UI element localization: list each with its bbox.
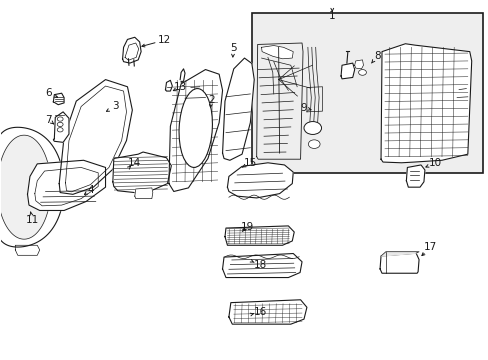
Polygon shape	[227, 163, 293, 198]
Polygon shape	[59, 80, 132, 194]
Text: 6: 6	[45, 88, 52, 98]
Text: 18: 18	[253, 260, 266, 270]
Polygon shape	[228, 300, 306, 324]
Polygon shape	[0, 127, 64, 247]
Polygon shape	[379, 253, 418, 273]
Text: 11: 11	[26, 215, 39, 225]
Circle shape	[57, 117, 63, 121]
Polygon shape	[222, 253, 302, 278]
Text: 10: 10	[428, 158, 441, 168]
Polygon shape	[222, 58, 254, 160]
Polygon shape	[135, 188, 153, 199]
Text: 17: 17	[423, 242, 436, 252]
Ellipse shape	[179, 89, 212, 167]
Polygon shape	[380, 252, 418, 256]
Polygon shape	[53, 93, 64, 105]
Polygon shape	[0, 135, 51, 239]
Text: 16: 16	[253, 307, 266, 316]
Text: 15: 15	[243, 158, 257, 168]
Circle shape	[358, 69, 366, 75]
Circle shape	[57, 122, 63, 127]
Text: 8: 8	[373, 51, 380, 61]
Text: 1: 1	[328, 11, 335, 21]
Polygon shape	[406, 165, 424, 187]
Text: 12: 12	[158, 35, 171, 45]
Polygon shape	[380, 44, 471, 163]
Text: 14: 14	[128, 158, 141, 168]
Circle shape	[304, 122, 321, 134]
Text: 3: 3	[112, 102, 119, 112]
Circle shape	[57, 128, 63, 132]
Text: 19: 19	[240, 222, 253, 232]
Text: 9: 9	[300, 103, 306, 113]
Polygon shape	[224, 226, 294, 245]
Text: 2: 2	[207, 95, 214, 105]
Polygon shape	[15, 245, 40, 255]
Polygon shape	[340, 63, 354, 79]
Circle shape	[308, 140, 320, 148]
Text: 13: 13	[173, 82, 186, 93]
Polygon shape	[122, 37, 141, 63]
Polygon shape	[165, 80, 172, 91]
Polygon shape	[113, 152, 171, 194]
Polygon shape	[354, 60, 363, 69]
Polygon shape	[168, 69, 222, 192]
Polygon shape	[53, 112, 69, 142]
Polygon shape	[261, 45, 293, 59]
Text: 5: 5	[229, 43, 236, 53]
Bar	[251, 13, 483, 173]
Polygon shape	[27, 160, 105, 211]
Text: 7: 7	[45, 115, 52, 125]
Text: 4: 4	[87, 185, 94, 195]
